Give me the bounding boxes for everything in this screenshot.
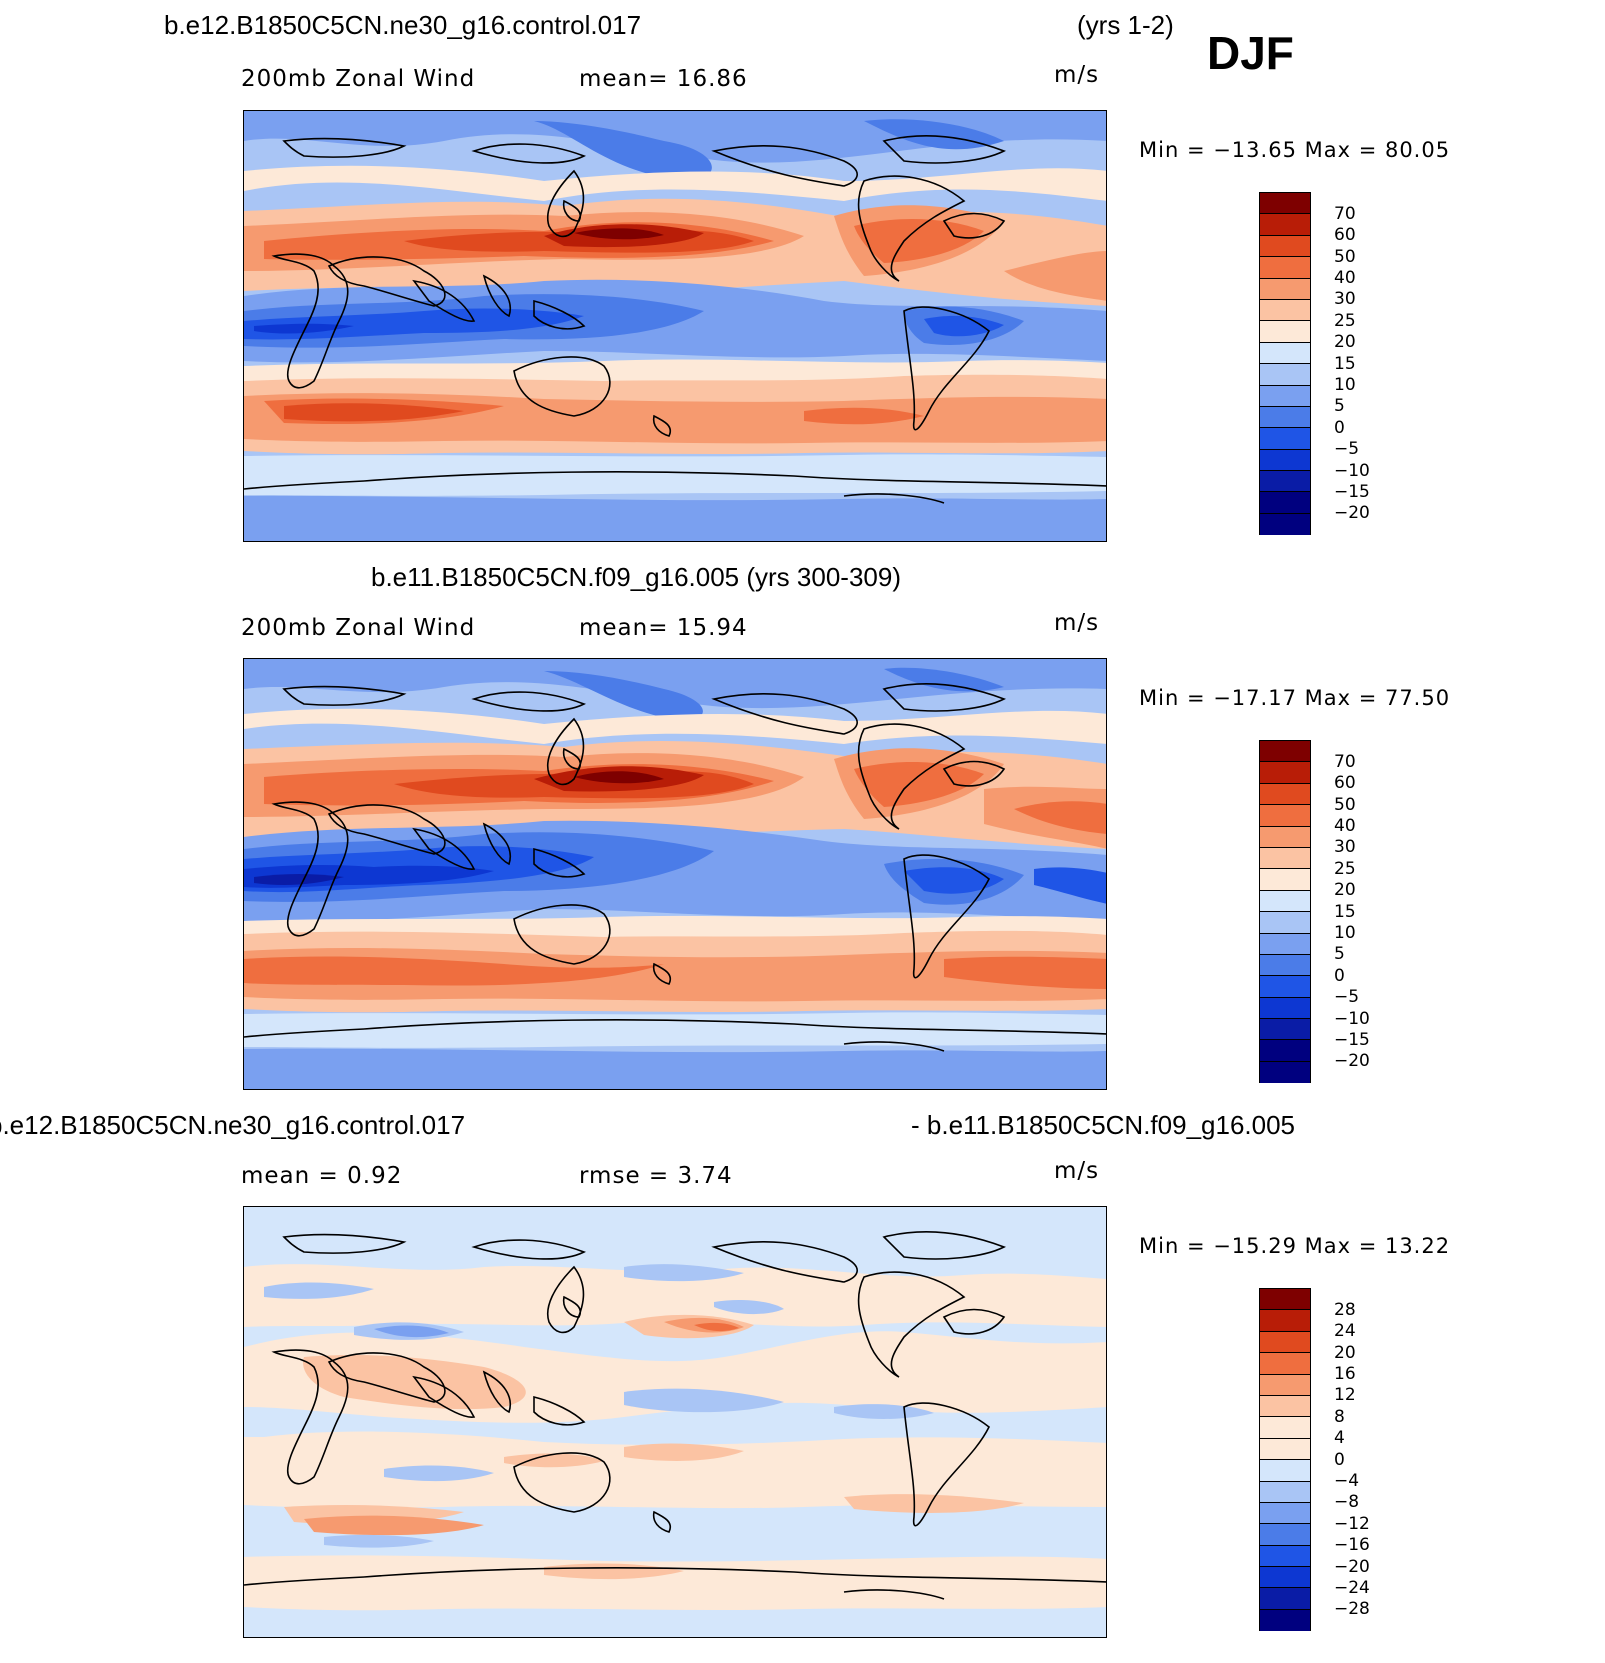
panel3-contour-field xyxy=(244,1207,1106,1637)
colorbar-tick: 20 xyxy=(1334,880,1356,900)
panel2-variable-label: 200mb Zonal Wind xyxy=(241,615,476,641)
panel1-map xyxy=(243,110,1107,542)
panel1-mean-label: mean= 16.86 xyxy=(579,66,748,92)
colorbar-tick: 30 xyxy=(1334,289,1356,309)
coastlines xyxy=(244,683,1106,1052)
panel1-minmax-label: Min = −13.65 Max = 80.05 xyxy=(1139,138,1451,162)
panel3-map xyxy=(243,1206,1107,1638)
panel1-units-label: m/s xyxy=(1054,62,1100,88)
panel1-colorbar xyxy=(1259,192,1311,536)
coastlines xyxy=(244,1231,1106,1600)
colorbar-tick: −20 xyxy=(1334,503,1370,523)
panel1-title-right: (yrs 1-2) xyxy=(1077,10,1174,40)
colorbar-tick: 15 xyxy=(1334,354,1356,374)
panel2-mean-label: mean= 15.94 xyxy=(579,615,748,641)
colorbar-tick: −10 xyxy=(1334,461,1370,481)
colorbar-tick: 40 xyxy=(1334,268,1356,288)
colorbar-tick: −12 xyxy=(1334,1514,1370,1534)
colorbar-tick: 0 xyxy=(1334,418,1345,438)
colorbar-tick: −8 xyxy=(1334,1492,1360,1512)
panel2-units-label: m/s xyxy=(1054,610,1100,636)
panel1-contour-field xyxy=(244,111,1106,541)
panel2-title: b.e11.B1850C5CN.f09_g16.005 (yrs 300-309… xyxy=(371,562,901,592)
panel3-minmax-label: Min = −15.29 Max = 13.22 xyxy=(1139,1234,1451,1258)
colorbar-tick: 50 xyxy=(1334,795,1356,815)
coastlines xyxy=(244,135,1106,504)
panel1-title-left: b.e12.B1850C5CN.ne30_g16.control.017 xyxy=(164,10,642,40)
colorbar-tick: −24 xyxy=(1334,1578,1370,1598)
colorbar-tick: 4 xyxy=(1334,1428,1345,1448)
panel3-title-right: - b.e11.B1850C5CN.f09_g16.005 xyxy=(911,1110,1296,1140)
colorbar-tick: −15 xyxy=(1334,1030,1370,1050)
colorbar-tick: 10 xyxy=(1334,375,1356,395)
colorbar-tick: 0 xyxy=(1334,966,1345,986)
panel3-rmse-label: rmse = 3.74 xyxy=(579,1163,733,1189)
colorbar-tick: −20 xyxy=(1334,1051,1370,1071)
colorbar-tick: 16 xyxy=(1334,1364,1356,1384)
colorbar-tick: 25 xyxy=(1334,311,1356,331)
colorbar-tick: 8 xyxy=(1334,1407,1345,1427)
colorbar-tick: 70 xyxy=(1334,752,1356,772)
colorbar-tick: −5 xyxy=(1334,439,1360,459)
colorbar-tick: 15 xyxy=(1334,902,1356,922)
colorbar-tick: 0 xyxy=(1334,1450,1345,1470)
colorbar-tick: −20 xyxy=(1334,1557,1370,1577)
panel2-contour-field xyxy=(244,659,1106,1089)
panel2-colorbar xyxy=(1259,740,1311,1084)
colorbar-tick: 25 xyxy=(1334,859,1356,879)
colorbar-tick: 70 xyxy=(1334,204,1356,224)
colorbar-tick: 20 xyxy=(1334,332,1356,352)
colorbar-tick: 28 xyxy=(1334,1300,1356,1320)
season-label: DJF xyxy=(1207,27,1294,79)
colorbar-tick: 30 xyxy=(1334,837,1356,857)
colorbar-tick: −16 xyxy=(1334,1535,1370,1555)
colorbar-tick: 5 xyxy=(1334,396,1345,416)
colorbar-tick: 40 xyxy=(1334,816,1356,836)
panel2-map xyxy=(243,658,1107,1090)
colorbar-tick: 20 xyxy=(1334,1343,1356,1363)
panel1-variable-label: 200mb Zonal Wind xyxy=(241,66,476,92)
colorbar-tick: 60 xyxy=(1334,773,1356,793)
colorbar-tick: 12 xyxy=(1334,1385,1356,1405)
colorbar-tick: −4 xyxy=(1334,1471,1360,1491)
colorbar-tick: −10 xyxy=(1334,1009,1370,1029)
panel3-title-left: b.e12.B1850C5CN.ne30_g16.control.017 xyxy=(0,1110,466,1140)
colorbar-tick: 10 xyxy=(1334,923,1356,943)
panel3-colorbar xyxy=(1259,1288,1311,1632)
panel3-units-label: m/s xyxy=(1054,1158,1100,1184)
panel2-minmax-label: Min = −17.17 Max = 77.50 xyxy=(1139,686,1451,710)
colorbar-tick: 24 xyxy=(1334,1321,1356,1341)
colorbar-tick: 50 xyxy=(1334,247,1356,267)
colorbar-tick: −5 xyxy=(1334,987,1360,1007)
colorbar-tick: −28 xyxy=(1334,1599,1370,1619)
colorbar-tick: −15 xyxy=(1334,482,1370,502)
colorbar-tick: 60 xyxy=(1334,225,1356,245)
colorbar-tick: 5 xyxy=(1334,944,1345,964)
panel3-mean-label: mean = 0.92 xyxy=(241,1163,403,1189)
